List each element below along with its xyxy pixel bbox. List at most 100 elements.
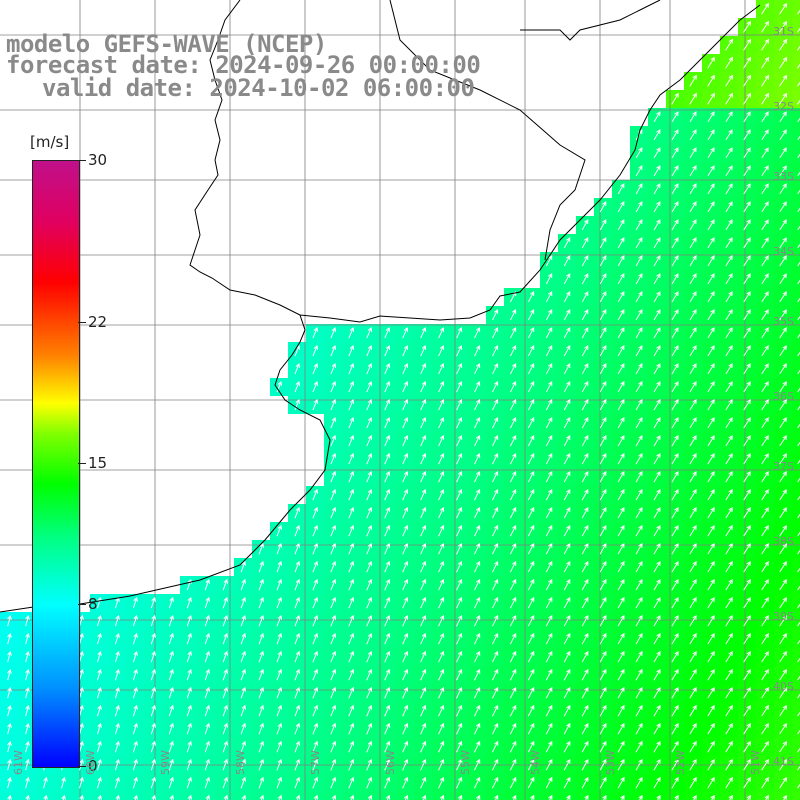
wind-arrow-head <box>746 632 751 638</box>
wind-arrow-head <box>530 488 535 494</box>
wind-arrow-head <box>764 615 769 620</box>
wind-arrow-head <box>277 632 283 638</box>
wind-arrow <box>438 381 444 393</box>
wind-arrow <box>240 723 246 735</box>
wind-arrow <box>509 705 517 717</box>
wind-arrow <box>527 345 535 357</box>
wind-arrow-head <box>674 614 679 620</box>
wind-arrow-head <box>403 632 409 638</box>
wind-arrow-head <box>602 399 607 404</box>
wind-arrow <box>797 333 800 339</box>
wind-arrow <box>671 417 679 429</box>
wind-arrow <box>599 741 607 753</box>
wind-arrow <box>779 21 787 33</box>
wind-arrow-head <box>746 399 751 405</box>
wind-arrow <box>707 561 715 573</box>
wind-arrow-head <box>439 722 445 728</box>
wind-arrow-head <box>710 111 715 117</box>
wind-arrow <box>689 579 697 591</box>
wind-arrow-head <box>133 740 138 746</box>
wind-arrow-head <box>259 722 265 728</box>
wind-arrow <box>581 705 589 717</box>
wind-arrow-head <box>746 111 751 117</box>
wind-arrow <box>312 687 318 699</box>
wind-arrow <box>132 723 138 735</box>
wind-arrow-head <box>692 381 697 386</box>
wind-cell <box>792 576 800 594</box>
wind-arrow <box>366 759 372 771</box>
wind-arrow <box>581 453 589 465</box>
wind-arrow-head <box>295 542 301 548</box>
wind-arrow <box>545 507 553 519</box>
wind-arrow-head <box>349 434 355 440</box>
wind-arrow-head <box>259 794 265 800</box>
wind-arrow-head <box>457 560 463 566</box>
wind-arrow-head <box>421 434 427 440</box>
wind-arrow <box>653 543 661 555</box>
wind-arrow <box>25 669 29 681</box>
wind-arrow-head <box>674 632 679 638</box>
wind-arrow <box>168 687 174 699</box>
wind-arrow <box>599 651 607 663</box>
wind-arrow-head <box>367 506 373 512</box>
wind-arrow-head <box>746 183 751 189</box>
wind-arrow-head <box>746 165 751 171</box>
wind-arrow <box>456 597 462 609</box>
wind-arrow-head <box>367 416 373 422</box>
wind-arrow <box>312 741 318 753</box>
wind-arrow-head <box>602 452 607 458</box>
wind-arrow-head <box>764 471 769 476</box>
wind-arrow-head <box>511 380 517 386</box>
wind-arrow <box>707 489 715 501</box>
wind-cell <box>792 648 800 666</box>
wind-arrow-head <box>475 416 481 422</box>
wind-arrow-head <box>421 632 427 638</box>
wind-arrow <box>743 183 751 195</box>
wind-arrow-head <box>584 578 589 584</box>
wind-arrow-head <box>349 668 355 674</box>
wind-arrow <box>456 435 462 447</box>
wind-arrow-head <box>728 704 733 710</box>
wind-arrow <box>527 291 535 303</box>
wind-arrow-head <box>710 219 715 225</box>
wind-arrow-head <box>620 435 625 440</box>
wind-arrow-head <box>115 686 120 692</box>
wind-arrow-head <box>710 632 715 638</box>
wind-arrow <box>707 723 715 735</box>
wind-arrow <box>456 399 462 411</box>
wind-arrow-head <box>602 435 607 440</box>
wind-arrow-head <box>331 416 337 422</box>
wind-arrow <box>743 381 751 393</box>
wind-arrow-head <box>223 614 228 620</box>
wind-arrow-head <box>169 794 174 800</box>
wind-arrow-head <box>512 632 517 638</box>
wind-arrow-head <box>692 596 697 602</box>
wind-arrow-head <box>331 362 337 368</box>
wind-arrow-head <box>187 614 192 620</box>
wind-arrow <box>420 561 426 573</box>
wind-arrow <box>617 399 625 411</box>
wind-arrow <box>797 765 800 771</box>
wind-arrow-head <box>439 686 445 692</box>
wind-arrow <box>384 417 390 429</box>
wind-arrow-head <box>439 506 445 512</box>
wind-arrow <box>545 543 553 555</box>
wind-arrow-head <box>295 632 301 638</box>
wind-cell <box>792 252 800 270</box>
wind-arrow <box>779 273 787 285</box>
wind-arrow <box>761 687 769 699</box>
wind-arrow-head <box>728 165 733 171</box>
wind-arrow <box>797 531 800 537</box>
wind-arrow-head <box>97 704 102 710</box>
wind-arrow <box>422 795 426 800</box>
wind-arrow-head <box>566 237 571 243</box>
wind-arrow-head <box>512 524 517 530</box>
wind-arrow-head <box>403 344 409 350</box>
wind-arrow <box>527 525 535 537</box>
wind-cell <box>792 684 800 702</box>
wind-arrow-head <box>439 434 445 440</box>
wind-arrow <box>761 201 769 213</box>
longitude-label: 58W <box>234 750 247 775</box>
wind-arrow-head <box>439 650 445 656</box>
